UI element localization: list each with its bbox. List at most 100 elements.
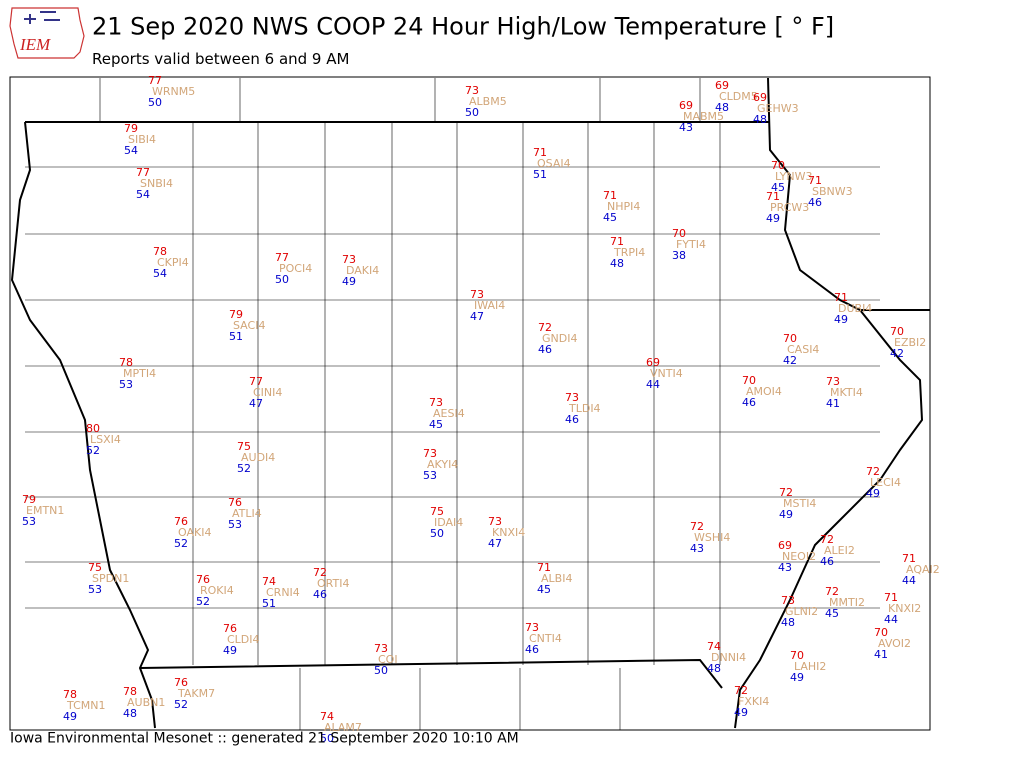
high-temp: 70: [890, 325, 904, 338]
high-temp: 71: [884, 591, 898, 604]
low-temp: 49: [342, 275, 356, 288]
low-temp: 45: [771, 181, 785, 194]
low-temp: 48: [610, 257, 624, 270]
low-temp: 44: [646, 378, 660, 391]
high-temp: 76: [223, 622, 237, 635]
low-temp: 51: [533, 168, 547, 181]
county-lines: [25, 78, 880, 730]
station-id: CINI4: [253, 386, 282, 399]
high-temp: 70: [783, 332, 797, 345]
stations: 77WRNM55073ALBM55069CLDM54869GEHW34869MA…: [22, 74, 940, 745]
high-temp: 74: [320, 710, 334, 723]
low-temp: 48: [707, 662, 721, 675]
station-id: EMTN1: [26, 504, 64, 517]
high-temp: 75: [430, 505, 444, 518]
station-id: LAHI2: [794, 660, 826, 673]
high-temp: 72: [538, 321, 552, 334]
high-temp: 71: [808, 174, 822, 187]
high-temp: 73: [465, 84, 479, 97]
low-temp: 52: [174, 537, 188, 550]
low-temp: 51: [229, 330, 243, 343]
low-temp: 49: [834, 313, 848, 326]
station-id: ORTI4: [317, 577, 349, 590]
high-temp: 78: [63, 688, 77, 701]
station-id: EZBI2: [894, 336, 926, 349]
low-temp: 54: [153, 267, 167, 280]
high-temp: 70: [742, 374, 756, 387]
station-id: WSHI4: [694, 531, 730, 544]
station-id: DAKI4: [346, 264, 379, 277]
station-id: GNDI4: [542, 332, 577, 345]
high-temp: 76: [196, 573, 210, 586]
logo-outline: [9, 7, 85, 59]
station-id: CKPI4: [157, 256, 189, 269]
low-temp: 48: [715, 101, 729, 114]
station-id: PRCW3: [770, 201, 809, 214]
high-temp: 76: [228, 496, 242, 509]
low-temp: 46: [808, 196, 822, 209]
station-id: AVOI2: [878, 637, 911, 650]
station-id: SPDN1: [92, 572, 129, 585]
station-id: LECI4: [870, 476, 901, 489]
high-temp: 69: [646, 356, 660, 369]
high-temp: 73: [342, 253, 356, 266]
low-temp: 50: [148, 96, 162, 109]
low-temp: 43: [778, 561, 792, 574]
high-temp: 71: [834, 291, 848, 304]
low-temp: 45: [603, 211, 617, 224]
map: 77WRNM55073ALBM55069CLDM54869GEHW34869MA…: [9, 74, 940, 745]
low-temp: 45: [537, 583, 551, 596]
station-id: AMOI4: [746, 385, 782, 398]
low-temp: 54: [136, 188, 150, 201]
low-temp: 50: [275, 273, 289, 286]
station-id: KNXI2: [888, 602, 921, 615]
high-temp: 69: [778, 539, 792, 552]
low-temp: 53: [228, 518, 242, 531]
low-temp: 44: [884, 613, 898, 626]
high-temp: 79: [229, 308, 243, 321]
station-id: KNXI4: [492, 526, 525, 539]
high-temp: 72: [820, 533, 834, 546]
high-temp: 73: [423, 447, 437, 460]
low-temp: 54: [124, 144, 138, 157]
logo: IEM: [9, 7, 85, 59]
high-temp: 73: [525, 621, 539, 634]
low-temp: 52: [174, 698, 188, 711]
low-temp: 52: [86, 444, 100, 457]
low-temp: 45: [429, 418, 443, 431]
high-temp: 77: [275, 251, 289, 264]
high-temp: 73: [374, 642, 388, 655]
state-border: [10, 121, 156, 729]
station-id: TAKM7: [177, 687, 215, 700]
station-id: NHPI4: [607, 200, 640, 213]
low-temp: 46: [525, 643, 539, 656]
title: 21 Sep 2020 NWS COOP 24 Hour High/Low Te…: [92, 13, 834, 41]
high-temp: 77: [148, 74, 162, 87]
